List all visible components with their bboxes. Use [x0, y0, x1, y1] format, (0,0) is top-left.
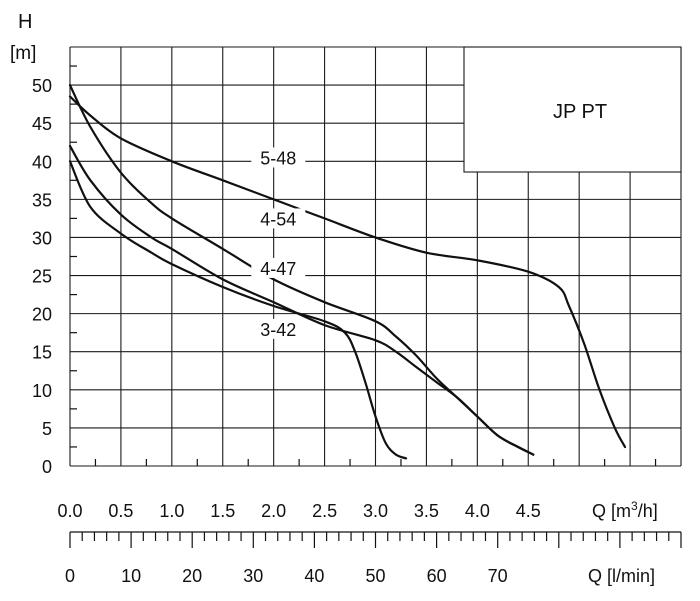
x-tick-label: 4.0 — [465, 501, 490, 521]
y-tick-label: 30 — [32, 228, 52, 248]
title-box — [463, 46, 682, 173]
x-tick-label: 3.5 — [414, 501, 439, 521]
y-tick-label: 5 — [42, 419, 52, 439]
x2-tick-label: 30 — [243, 566, 263, 586]
y-axis-unit: [m] — [10, 43, 36, 64]
series-label-bg — [251, 257, 306, 278]
y-tick-label: 25 — [32, 267, 52, 287]
series-label-4-47: 4-47 — [260, 259, 296, 279]
series-label-3-42: 3-42 — [260, 320, 296, 340]
x-tick-labels: 0.0 0.5 1.0 1.5 2.0 2.5 3.0 3.5 4.0 4.5 — [57, 501, 540, 521]
series-label-bg — [251, 208, 306, 229]
x-tick-label: 1.5 — [210, 501, 235, 521]
curves — [68, 84, 627, 460]
y-tick-labels: 0 5 10 15 20 25 30 35 40 45 50 — [32, 76, 52, 477]
series-label-bg — [251, 147, 306, 168]
y-tick-label: 10 — [32, 381, 52, 401]
series-label-5-48: 5-48 — [260, 148, 296, 168]
y-tick-label: 15 — [32, 343, 52, 363]
chart-title: JP PT — [553, 101, 607, 123]
series-line-5-48 — [68, 95, 627, 449]
x2-tick-label: 70 — [488, 566, 508, 586]
x2-tick-label: 20 — [182, 566, 202, 586]
y-tick-label: 50 — [32, 76, 52, 96]
series-label-4-54: 4-54 — [260, 209, 296, 229]
x2-tick-label: 40 — [304, 566, 324, 586]
x-tick-label: 2.0 — [261, 501, 286, 521]
x-tick-label: 3.0 — [363, 501, 388, 521]
series-labels: 5-48 4-54 4-47 3-42 — [251, 147, 306, 340]
x-tick-label: 1.0 — [159, 501, 184, 521]
y-tick-label: 0 — [42, 457, 52, 477]
series-line-3-42 — [68, 160, 408, 460]
x-tick-label: 0.5 — [108, 501, 133, 521]
series-label-bg — [251, 318, 306, 339]
y-tick-label: 20 — [32, 305, 52, 325]
y-tick-label: 35 — [32, 190, 52, 210]
y-axis-label: H — [18, 11, 32, 33]
x-axis-label: Q [m3/h] — [592, 499, 658, 521]
x2-axis-label: Q [l/min] — [588, 566, 655, 586]
x-tick-label: 0.0 — [57, 501, 82, 521]
secondary-x-axis: 0 10 20 30 40 50 60 70 — [65, 531, 682, 586]
x2-tick-label: 50 — [365, 566, 385, 586]
x2-tick-label: 60 — [427, 566, 447, 586]
x2-tick-label: 0 — [65, 566, 75, 586]
series-line-4-47 — [68, 144, 535, 456]
x-tick-label: 4.5 — [516, 501, 541, 521]
y-tick-label: 45 — [32, 114, 52, 134]
x2-tick-label: 10 — [121, 566, 141, 586]
x-tick-label: 2.5 — [312, 501, 337, 521]
y-tick-label: 40 — [32, 152, 52, 172]
